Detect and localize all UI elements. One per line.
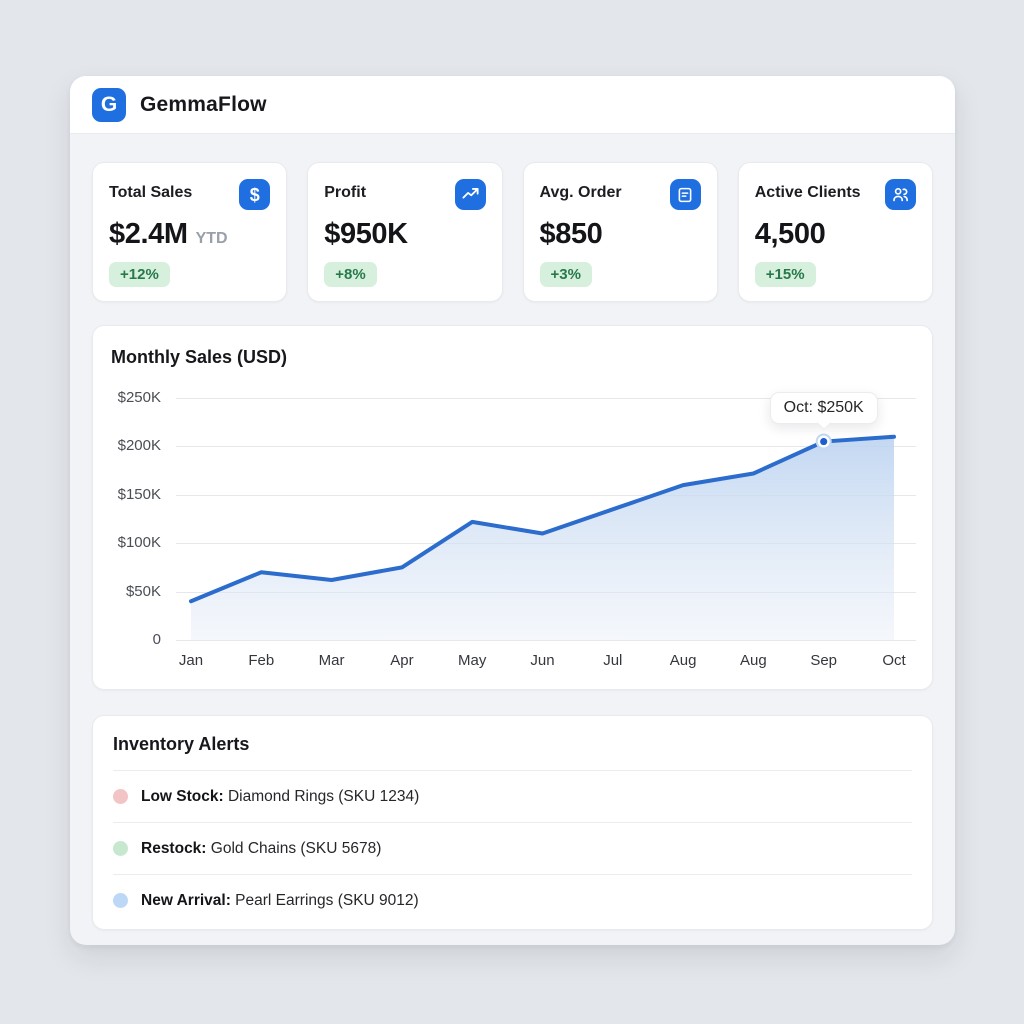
chart-tooltip-text: Oct: $250K: [783, 398, 864, 416]
stat-card-profit: Profit $950K +8%: [307, 162, 503, 302]
y-tick-label: $150K: [117, 485, 161, 503]
stat-card-total-sales: Total Sales $ $2.4M YTD +12%: [92, 162, 288, 302]
alert-detail: Gold Chains (SKU 5678): [206, 839, 382, 857]
alert-row-low-stock: Low Stock: Diamond Rings (SKU 1234): [113, 770, 912, 822]
y-tick-label: $200K: [117, 437, 161, 455]
stat-card-avg-order: Avg. Order $850 +3%: [522, 162, 718, 302]
stat-change-badge: +15%: [754, 262, 816, 287]
stat-change-badge: +3%: [539, 262, 592, 287]
dashboard-container: G GemmaFlow Total Sales $ $2.4M YTD +12%…: [70, 76, 955, 945]
app-title: GemmaFlow: [140, 92, 267, 116]
alert-row-restock: Restock: Gold Chains (SKU 5678): [113, 822, 912, 874]
x-tick-label: Oct: [882, 652, 906, 669]
x-tick-label: May: [458, 652, 487, 669]
logo-letter: G: [100, 92, 118, 116]
x-tick-label: Jul: [603, 652, 623, 669]
x-tick-label: Jun: [530, 652, 555, 669]
alert-dot-blue: [113, 893, 128, 908]
x-tick-label: Sep: [810, 652, 838, 669]
x-tick-label: Mar: [318, 652, 345, 669]
y-tick-label: $250K: [117, 389, 161, 406]
alert-dot-red: [113, 789, 128, 804]
stat-change-badge: +8%: [324, 262, 377, 287]
stat-value: $2.4M: [109, 218, 188, 250]
chart-title: Monthly Sales (USD): [111, 347, 288, 367]
alert-type: Low Stock:: [141, 787, 224, 805]
alert-detail: Pearl Earrings (SKU 9012): [230, 891, 419, 909]
alert-detail: Diamond Rings (SKU 1234): [223, 787, 420, 805]
inventory-alerts-title: Inventory Alerts: [113, 734, 250, 754]
x-tick-label: Aug: [740, 652, 767, 669]
app-header: G GemmaFlow: [70, 76, 955, 134]
y-tick-label: $50K: [125, 582, 161, 600]
alert-text: Restock: Gold Chains (SKU 5678): [141, 840, 381, 858]
stats-row: Total Sales $ $2.4M YTD +12% Profit $950…: [70, 134, 955, 302]
alert-text: Low Stock: Diamond Rings (SKU 1234): [141, 788, 419, 806]
gridline: [176, 640, 916, 641]
gridline: [176, 398, 916, 399]
alert-type: New Arrival:: [141, 891, 231, 909]
y-tick-label: $100K: [117, 534, 161, 552]
stat-value: 4,500: [754, 218, 826, 250]
stat-card-active-clients: Active Clients 4,500 +15%: [737, 162, 933, 302]
x-tick-label: Feb: [248, 652, 275, 669]
stat-label: Profit: [324, 184, 367, 201]
alert-dot-green: [113, 841, 128, 856]
chart-tooltip: Oct: $250K: [769, 391, 878, 431]
dollar-icon: $: [239, 179, 271, 210]
users-icon: [885, 179, 916, 210]
stat-label: Avg. Order: [539, 184, 622, 201]
stat-change-badge: +12%: [109, 262, 170, 287]
x-tick-label: Apr: [390, 652, 414, 669]
alert-row-new-arrival: New Arrival: Pearl Earrings (SKU 9012): [113, 874, 912, 926]
x-tick-label: Aug: [669, 652, 697, 669]
y-tick-label: 0: [152, 631, 161, 648]
stat-suffix: YTD: [195, 230, 228, 247]
stat-label: Active Clients: [754, 184, 861, 201]
gridline: [176, 446, 916, 448]
sales-chart-card: Monthly Sales (USD) $250K $200K $150K $100K…: [92, 325, 933, 690]
stat-label: Total Sales: [109, 184, 193, 201]
alert-type: Restock:: [141, 839, 207, 857]
gridline: [176, 494, 916, 496]
receipt-icon: [669, 179, 701, 210]
stat-value: $850: [539, 218, 603, 250]
x-tick-label: Jan: [178, 652, 204, 669]
inventory-alerts-card: Inventory Alerts Low Stock: Diamond Ring…: [92, 715, 933, 930]
chart-plot[interactable]: [176, 398, 916, 640]
app-logo-icon: G: [92, 87, 126, 122]
stat-value: $950K: [324, 218, 408, 250]
trending-up-icon: [454, 179, 486, 210]
alert-text: New Arrival: Pearl Earrings (SKU 9012): [141, 892, 419, 910]
